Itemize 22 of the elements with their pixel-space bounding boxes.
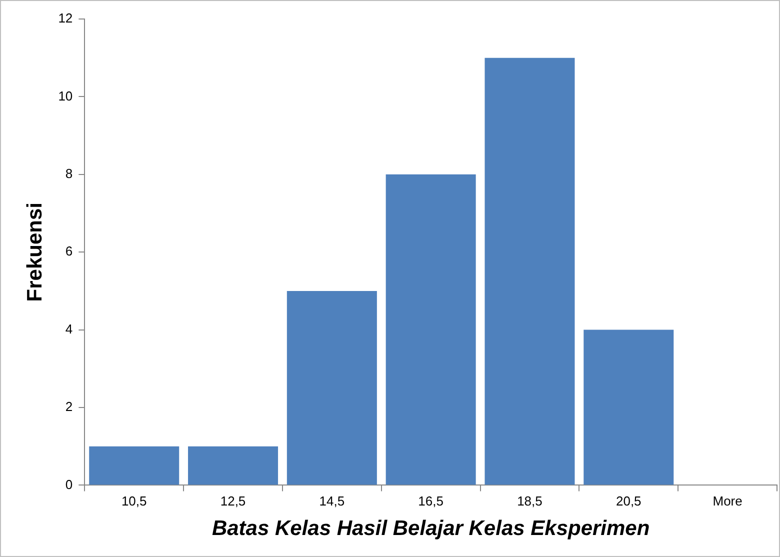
x-tick-label: More bbox=[712, 494, 742, 509]
bar bbox=[484, 58, 575, 485]
y-tick-label: 4 bbox=[65, 321, 73, 336]
y-tick-label: 8 bbox=[65, 166, 73, 181]
x-tick-label: 20,5 bbox=[616, 494, 642, 509]
x-axis-title: Batas Kelas Hasil Belajar Kelas Eksperimen bbox=[212, 517, 650, 540]
y-tick-label: 6 bbox=[65, 244, 73, 259]
bar bbox=[584, 330, 674, 485]
x-tick-label: 14,5 bbox=[319, 494, 345, 509]
y-tick-label: 0 bbox=[65, 476, 73, 492]
bar bbox=[286, 290, 377, 485]
x-tick-label: 10,5 bbox=[121, 494, 147, 509]
y-tick-label: 2 bbox=[65, 399, 73, 414]
x-tick-label: 18,5 bbox=[517, 494, 542, 509]
x-tick-label: 12,5 bbox=[220, 494, 246, 509]
bar bbox=[188, 446, 278, 485]
bar bbox=[89, 446, 180, 485]
bar bbox=[386, 174, 476, 485]
y-tick-label: 10 bbox=[58, 88, 73, 104]
x-tick-label: 16,5 bbox=[418, 494, 444, 509]
y-tick-label: 12 bbox=[58, 10, 73, 26]
y-axis-title: Frekuensi bbox=[23, 202, 46, 302]
